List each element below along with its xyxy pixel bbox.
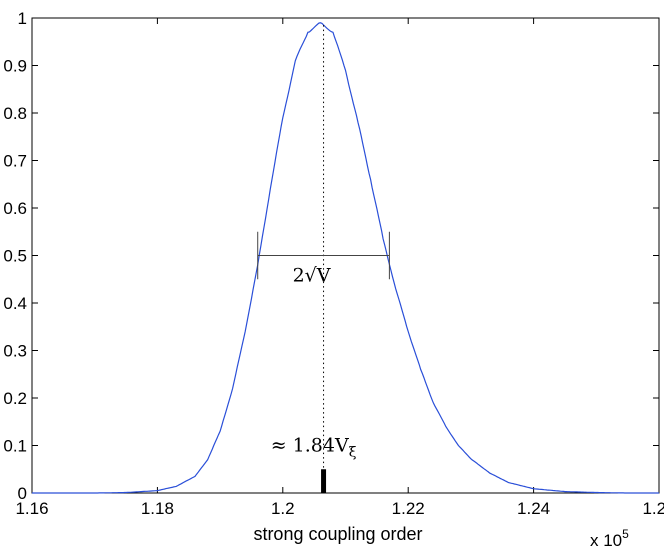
x-tick-label: 1.2 bbox=[271, 499, 295, 518]
x-axis-multiplier-exponent: 5 bbox=[622, 527, 629, 541]
y-tick-label: 0.7 bbox=[3, 152, 27, 171]
x-axis: 1.16 1.18 1.2 1.22 1.24 1.26 bbox=[15, 18, 664, 518]
half-width-bar bbox=[257, 231, 390, 280]
y-tick-label: 0.2 bbox=[3, 389, 27, 408]
x-tick-label: 1.18 bbox=[141, 499, 174, 518]
x-tick-label: 1.16 bbox=[15, 499, 48, 518]
x-axis-label: strong coupling order bbox=[253, 524, 422, 544]
y-axis: 0 0.1 0.2 0.3 0.4 0.5 0.6 0.7 0.8 0.9 1 bbox=[3, 9, 659, 503]
y-tick-label: 1 bbox=[18, 9, 27, 28]
y-tick-label: 0.5 bbox=[3, 247, 27, 266]
x-tick-label: 1.22 bbox=[392, 499, 425, 518]
x-tick-label: 1.24 bbox=[517, 499, 550, 518]
x-tick-label: 1.26 bbox=[642, 499, 664, 518]
y-tick-label: 0.9 bbox=[3, 57, 27, 76]
y-tick-label: 0 bbox=[18, 484, 27, 503]
y-tick-label: 0.1 bbox=[3, 437, 27, 456]
x-axis-multiplier: x 105 bbox=[590, 527, 629, 550]
center-annotation: ≈ 1.84Vξ bbox=[271, 435, 357, 461]
series-line bbox=[32, 22, 659, 494]
y-tick-label: 0.8 bbox=[3, 104, 27, 123]
y-tick-label: 0.6 bbox=[3, 199, 27, 218]
y-tick-label: 0.4 bbox=[3, 294, 27, 313]
width-annotation: 2√V bbox=[293, 265, 331, 287]
y-tick-label: 0.3 bbox=[3, 342, 27, 361]
x-axis-multiplier-base: x 10 bbox=[590, 531, 622, 550]
